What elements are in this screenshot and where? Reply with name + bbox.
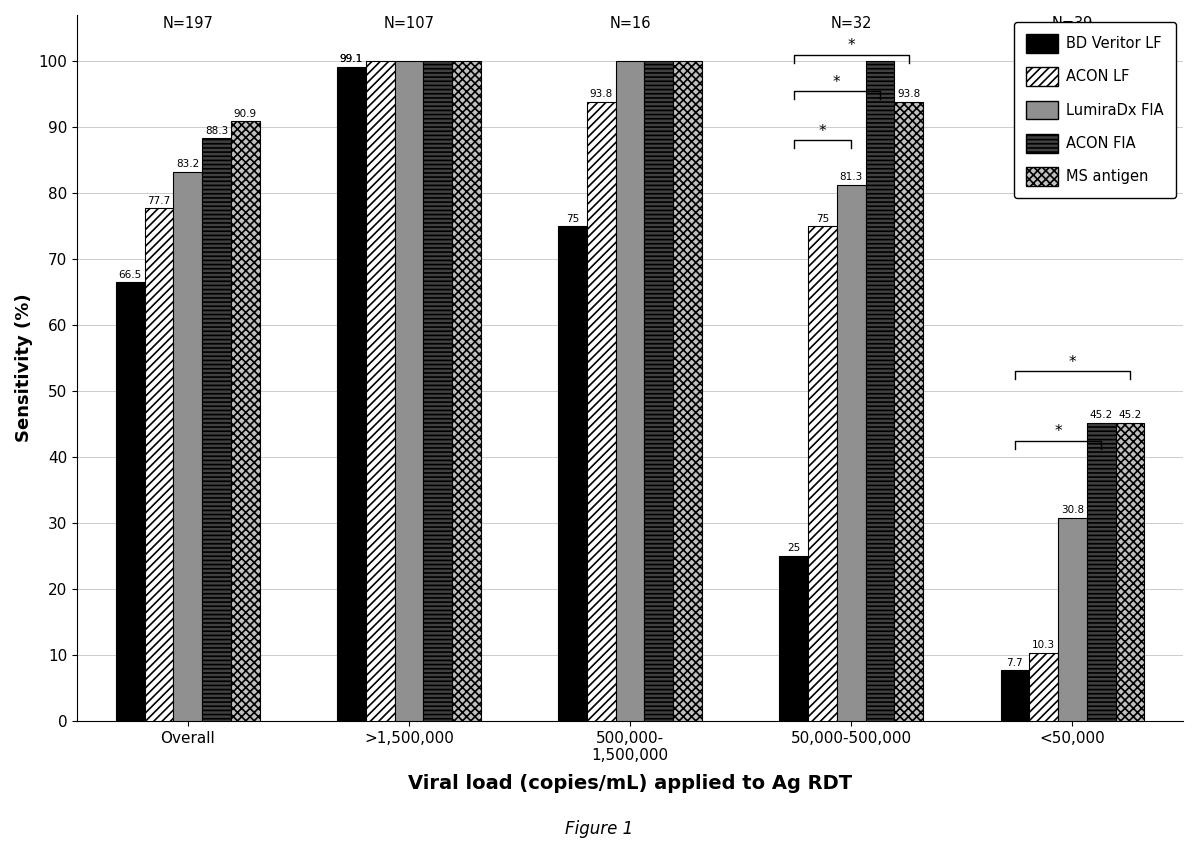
Bar [558,226,587,721]
Bar [673,61,702,721]
Text: *: * [847,38,855,53]
Bar [174,172,202,721]
Bar [616,61,645,721]
Text: 77.7: 77.7 [147,195,170,205]
Text: 83.2: 83.2 [176,159,199,169]
Bar [365,61,394,721]
Text: 45.2: 45.2 [1118,410,1142,420]
Text: 25: 25 [787,543,800,553]
Bar [394,61,423,721]
Bar [337,67,365,721]
Text: 10.3: 10.3 [1033,641,1055,651]
Bar [780,556,809,721]
Y-axis label: Sensitivity (%): Sensitivity (%) [16,294,34,442]
Bar [895,102,924,721]
Text: 66.5: 66.5 [119,269,141,280]
Bar [645,61,673,721]
Text: 45.2: 45.2 [1089,410,1113,420]
Bar [116,282,145,721]
Bar [231,121,260,721]
Bar [202,138,231,721]
Bar [423,61,452,721]
Bar [145,208,174,721]
Bar [809,226,837,721]
Text: *: * [1054,424,1061,440]
Bar [1058,518,1087,721]
Bar [866,61,895,721]
Text: N=197: N=197 [162,17,213,31]
Text: N=16: N=16 [610,17,651,31]
Text: 75: 75 [816,214,829,223]
Bar [1000,670,1029,721]
Text: 93.8: 93.8 [897,89,920,99]
Text: 81.3: 81.3 [840,172,863,182]
Text: N=39: N=39 [1052,17,1093,31]
Text: 7.7: 7.7 [1006,658,1023,668]
Legend: BD Veritor LF, ACON LF, LumiraDx FIA, ACON FIA, MS antigen: BD Veritor LF, ACON LF, LumiraDx FIA, AC… [1014,22,1175,198]
Bar [587,102,616,721]
Text: 75: 75 [565,214,579,223]
Text: *: * [818,124,827,139]
Bar [837,184,866,721]
Text: *: * [1069,355,1076,370]
Text: 93.8: 93.8 [589,89,613,99]
Bar [1029,653,1058,721]
Text: 88.3: 88.3 [205,125,228,136]
Text: N=32: N=32 [830,17,872,31]
Text: *: * [833,75,841,89]
Text: Figure 1: Figure 1 [565,819,633,838]
Bar [1087,423,1115,721]
Text: N=107: N=107 [383,17,435,31]
Text: 90.9: 90.9 [234,109,256,119]
Text: 99.1: 99.1 [340,55,363,65]
Text: 99.1: 99.1 [340,55,363,65]
Bar [1115,423,1144,721]
Text: 30.8: 30.8 [1061,505,1084,515]
X-axis label: Viral load (copies/mL) applied to Ag RDT: Viral load (copies/mL) applied to Ag RDT [409,775,852,793]
Bar [452,61,480,721]
